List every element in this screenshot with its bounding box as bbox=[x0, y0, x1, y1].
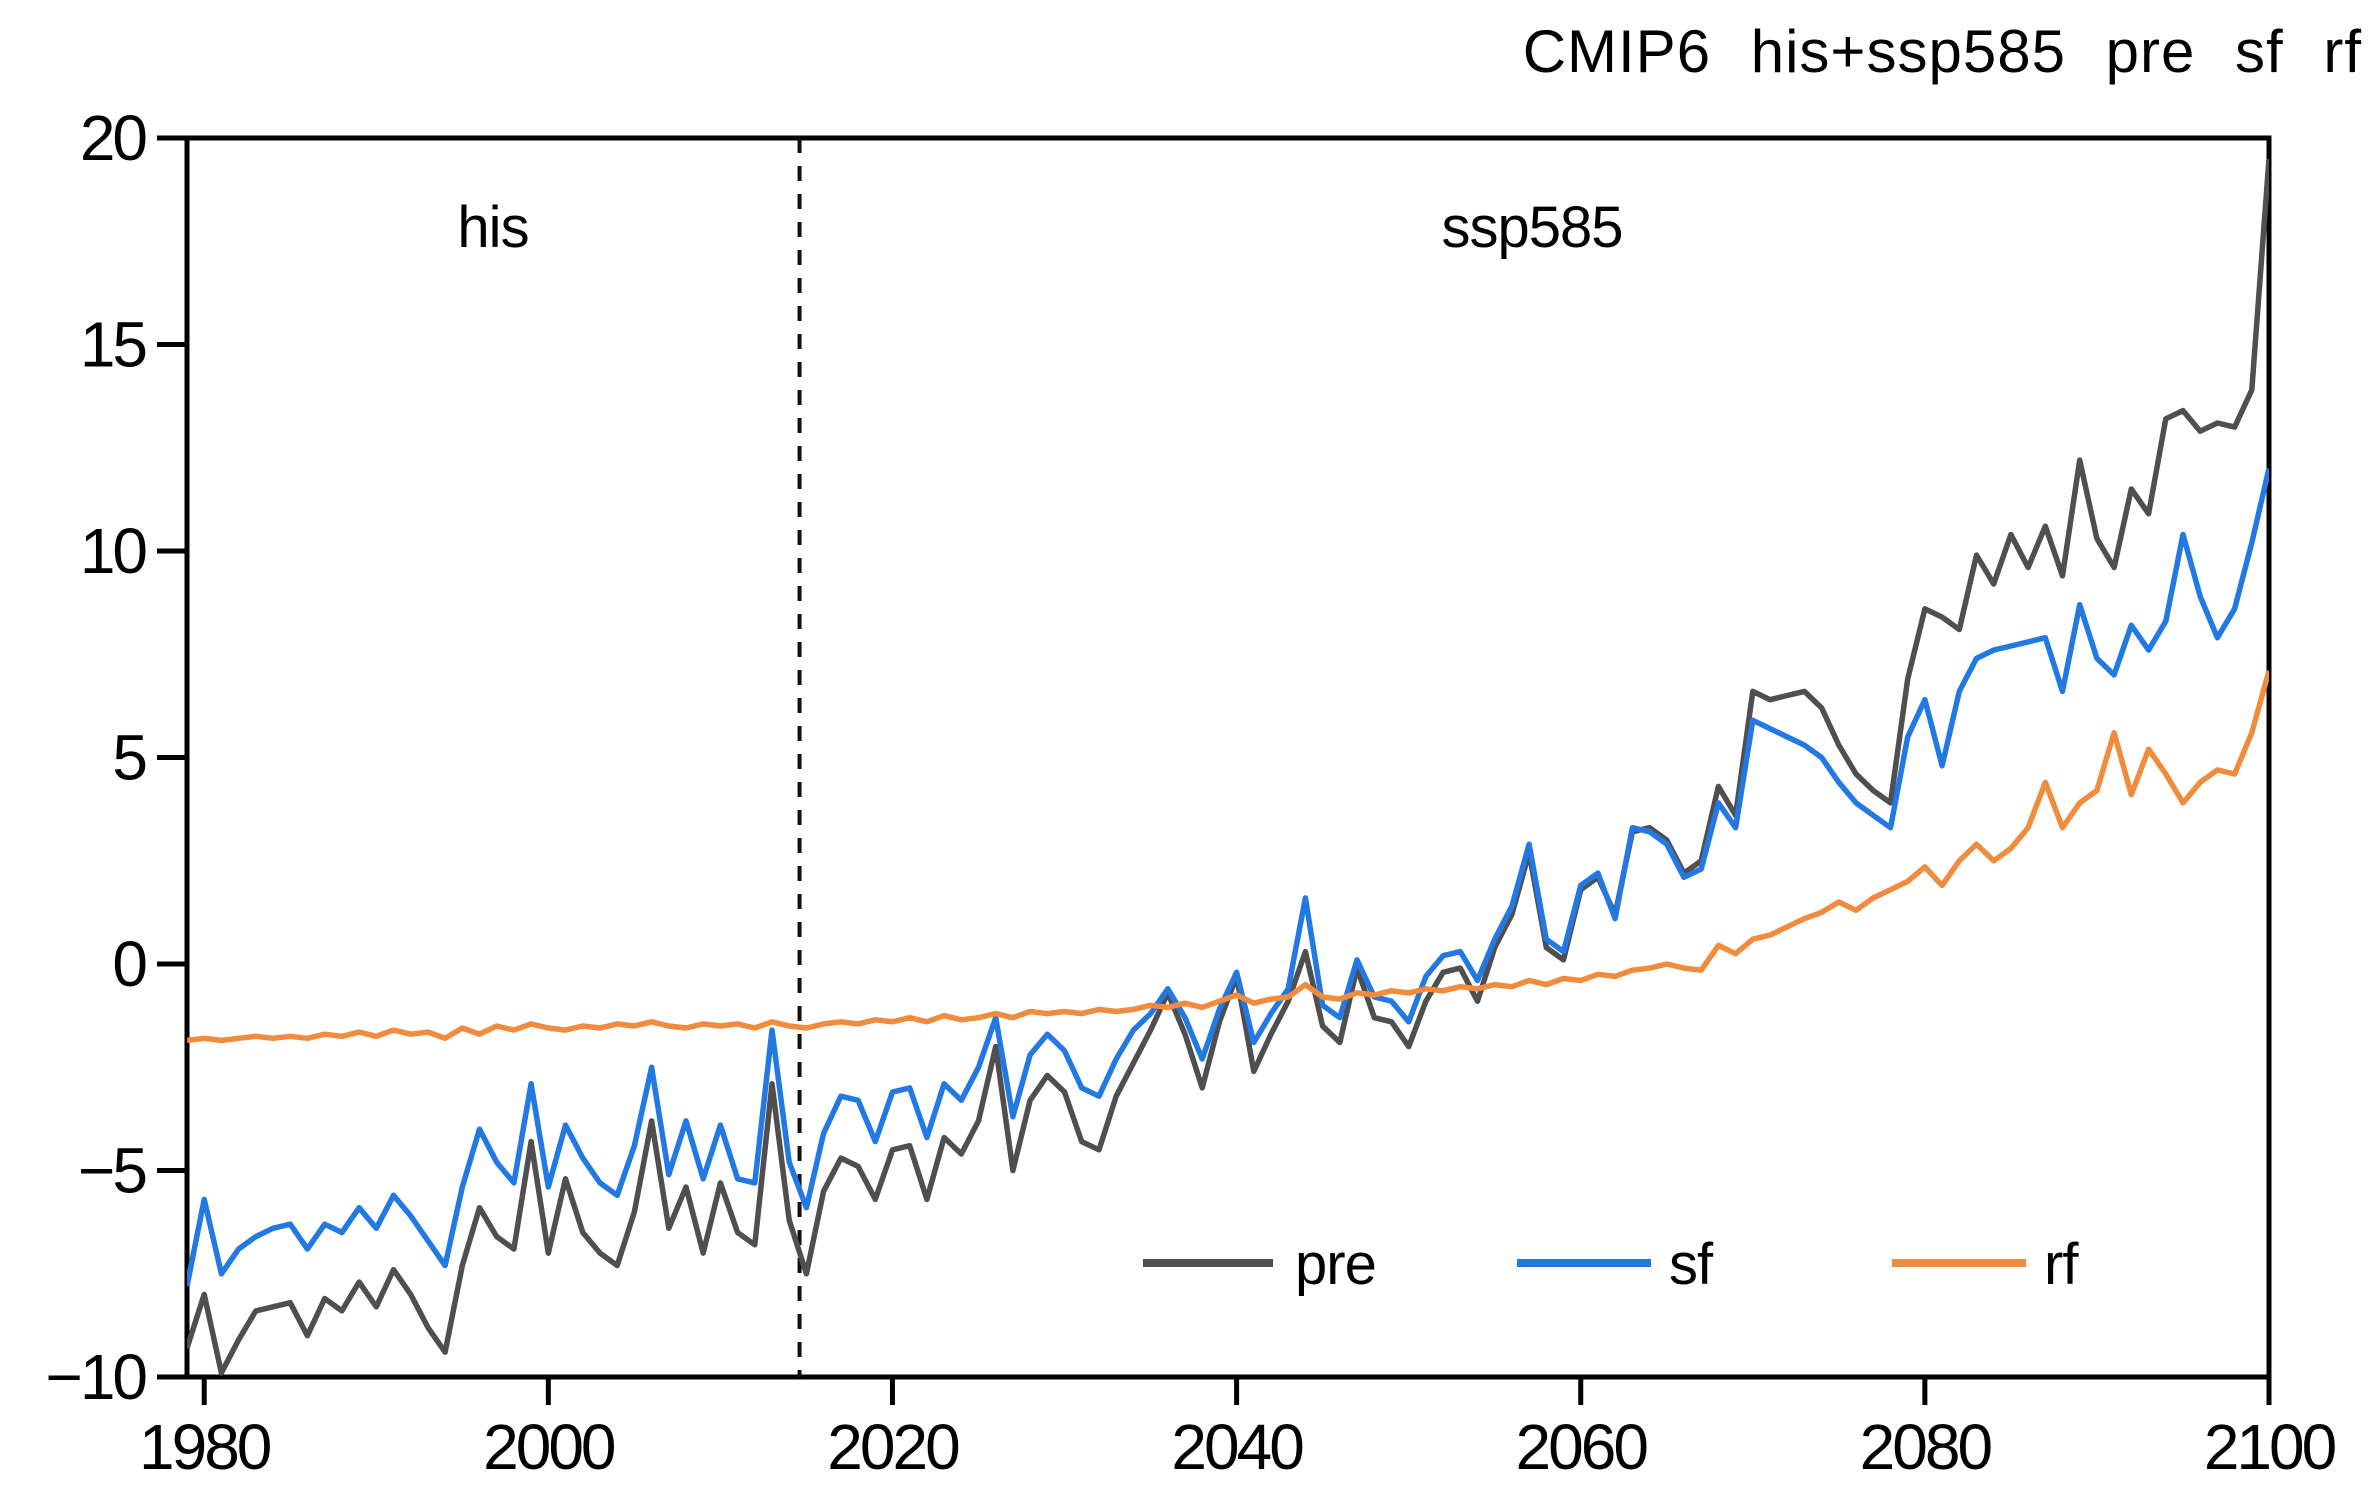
series-line-sf bbox=[187, 467, 2269, 1287]
series-line-rf bbox=[187, 670, 2269, 1044]
y-tick-label: −5 bbox=[78, 1135, 145, 1207]
y-tick-label: −10 bbox=[45, 1341, 146, 1413]
x-tick-label: 2080 bbox=[1860, 1411, 1992, 1483]
y-tick-label: 15 bbox=[80, 309, 146, 381]
legend-label-pre: pre bbox=[1295, 1232, 1376, 1297]
axes: −10 −5 0 5 10 15 20 1980 2000 2020 2040 2060 2080 210… bbox=[45, 102, 2338, 1483]
x-tick-label: 2040 bbox=[1171, 1411, 1303, 1483]
y-tick-label: 5 bbox=[112, 722, 145, 794]
y-tick-label: 10 bbox=[80, 515, 147, 587]
x-tick-label: 2060 bbox=[1516, 1411, 1648, 1483]
x-tick-label: 1980 bbox=[139, 1411, 271, 1483]
legend: pre sf rf bbox=[1143, 1232, 2080, 1297]
x-tick-label: 2000 bbox=[483, 1411, 615, 1483]
period-label-ssp585: ssp585 bbox=[1441, 195, 1622, 260]
x-tick-label: 2100 bbox=[2204, 1411, 2336, 1483]
legend-label-sf: sf bbox=[1669, 1232, 1714, 1297]
series-lines bbox=[187, 158, 2269, 1376]
chart-title: CMIP6 his+ssp585 pre sf rf bbox=[1523, 18, 2362, 85]
period-label-his: his bbox=[457, 195, 528, 260]
y-tick-label: 20 bbox=[80, 102, 147, 174]
series-line-pre bbox=[187, 158, 2269, 1376]
plot-border bbox=[184, 135, 2272, 1380]
legend-label-rf: rf bbox=[2044, 1232, 2079, 1297]
y-tick-label: 0 bbox=[112, 928, 146, 1000]
x-tick-label: 2020 bbox=[827, 1411, 959, 1483]
